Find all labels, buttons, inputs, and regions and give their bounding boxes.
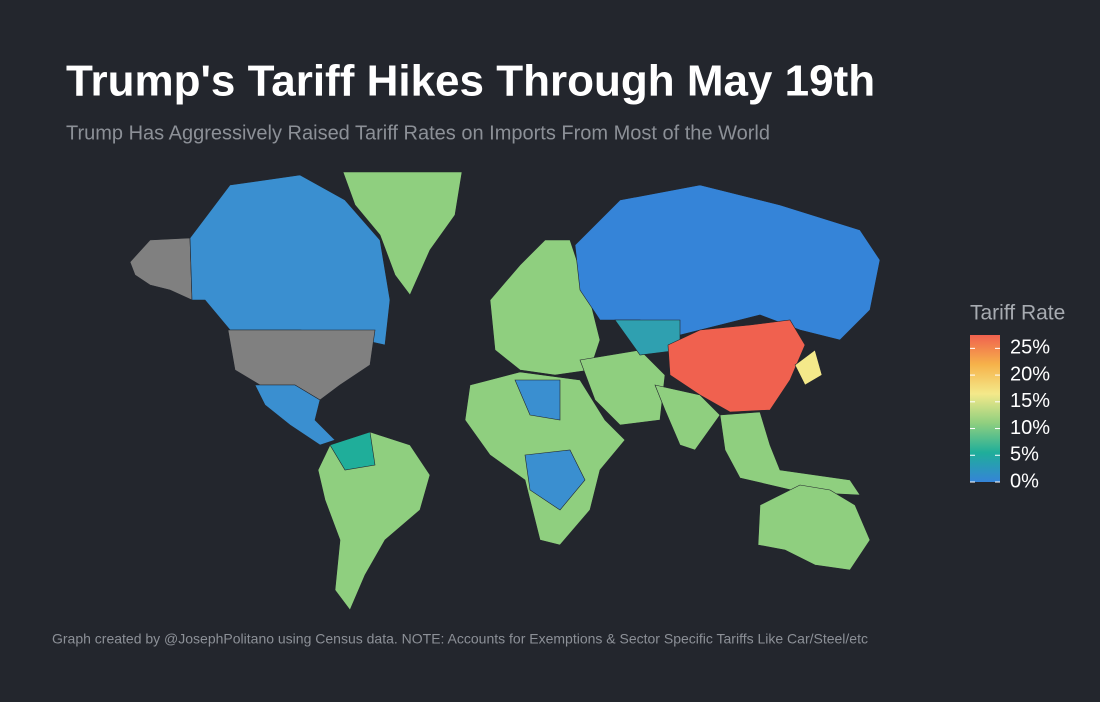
legend-title: Tariff Rate (970, 302, 1065, 325)
australia (757, 484, 871, 571)
legend-tick-label: 5% (1010, 444, 1039, 466)
china (667, 319, 806, 413)
chart-title: Trump's Tariff Hikes Through May 19th (66, 57, 875, 106)
world-map (129, 171, 881, 611)
india (654, 384, 721, 451)
north-africa (514, 379, 561, 421)
color-bar (970, 335, 1000, 482)
mexico (254, 384, 336, 446)
legend-tick-label: 10% (1010, 417, 1050, 439)
japan (794, 349, 823, 386)
central-africa (524, 449, 586, 511)
legend-tick-label: 0% (1010, 470, 1039, 492)
legend-tick-label: 15% (1010, 390, 1050, 412)
legend-tick-label: 25% (1010, 337, 1050, 359)
chart-subtitle: Trump Has Aggressively Raised Tariff Rat… (66, 122, 770, 144)
canada (189, 174, 391, 346)
southeast-asia (719, 411, 861, 496)
europe (489, 239, 601, 376)
south-america (317, 431, 431, 611)
colombia (329, 431, 376, 471)
legend-tick-label: 20% (1010, 363, 1050, 385)
greenland (342, 171, 463, 296)
alaska (129, 237, 193, 301)
chart-caption: Graph created by @JosephPolitano using C… (52, 631, 868, 647)
